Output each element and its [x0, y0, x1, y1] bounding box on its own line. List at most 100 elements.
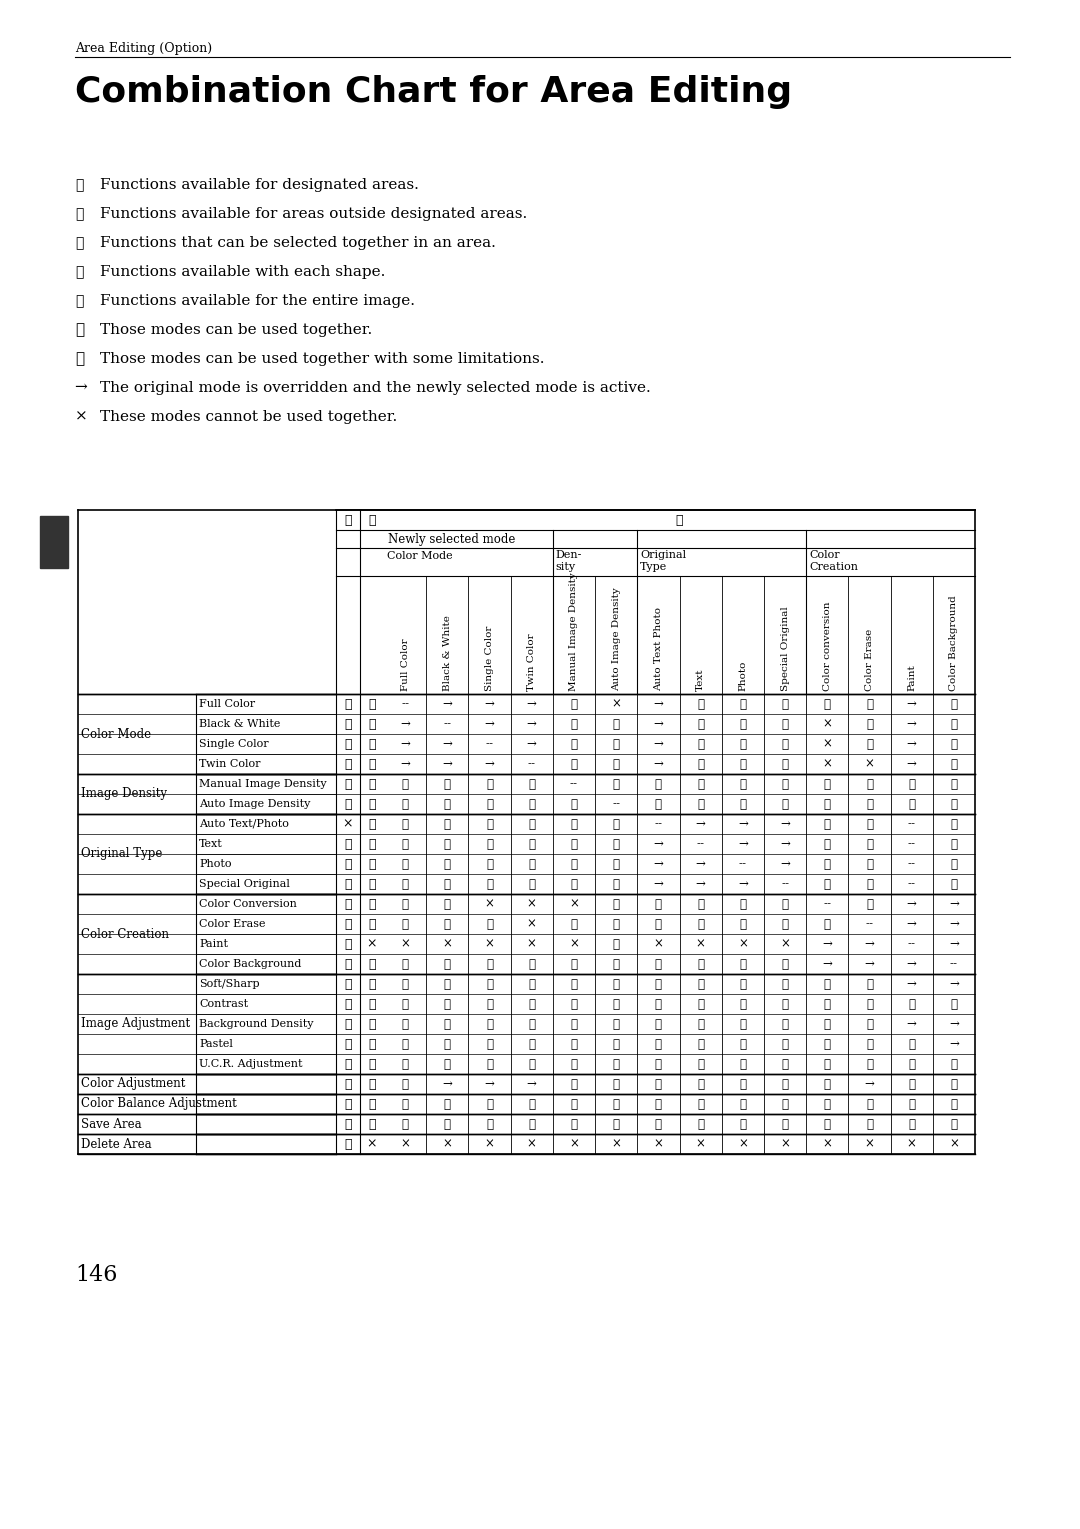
- Text: --: --: [823, 898, 832, 910]
- Text: Auto Text Photo: Auto Text Photo: [653, 607, 663, 691]
- Text: →: →: [485, 717, 495, 731]
- Text: ☆: ☆: [740, 1098, 746, 1110]
- Text: ☆: ☆: [654, 997, 662, 1011]
- Text: ★: ★: [402, 798, 408, 810]
- Text: →: →: [527, 1078, 537, 1090]
- Text: Pastel: Pastel: [199, 1040, 233, 1049]
- Text: Paint: Paint: [907, 664, 916, 691]
- Text: Delete Area: Delete Area: [81, 1138, 151, 1150]
- Text: ☆: ☆: [866, 1017, 873, 1031]
- Text: Text: Text: [199, 839, 222, 849]
- Text: ☆: ☆: [824, 778, 831, 790]
- Text: ★: ★: [345, 838, 352, 850]
- Text: ☆: ☆: [782, 1098, 788, 1110]
- Text: ☆: ☆: [866, 1058, 873, 1070]
- Text: ☆: ☆: [866, 1098, 873, 1110]
- Text: --: --: [907, 858, 916, 870]
- Text: ☆: ☆: [402, 1078, 408, 1090]
- Text: ☆: ☆: [740, 697, 746, 711]
- Text: ☆: ☆: [612, 1038, 620, 1050]
- Text: These modes cannot be used together.: These modes cannot be used together.: [100, 410, 397, 424]
- Text: ☆: ☆: [612, 717, 620, 731]
- Text: Full Color: Full Color: [401, 639, 409, 691]
- Text: ☆: ☆: [782, 977, 788, 991]
- Text: →: →: [527, 697, 537, 711]
- Text: Color Adjustment: Color Adjustment: [81, 1078, 186, 1090]
- Text: Den-: Den-: [556, 550, 582, 560]
- Text: ×: ×: [949, 1138, 959, 1150]
- Text: →: →: [949, 898, 959, 910]
- Text: ☆: ☆: [654, 778, 662, 790]
- Text: --: --: [907, 937, 916, 951]
- Text: Combination Chart for Area Editing: Combination Chart for Area Editing: [75, 75, 792, 109]
- Text: ☆: ☆: [368, 818, 376, 830]
- Text: --: --: [654, 818, 662, 830]
- Text: Text: Text: [697, 668, 705, 691]
- Text: ☆: ☆: [612, 1078, 620, 1090]
- Text: ☆: ☆: [368, 717, 376, 731]
- Text: Those modes can be used together with some limitations.: Those modes can be used together with so…: [100, 352, 544, 365]
- Text: →: →: [653, 858, 663, 870]
- Text: Color Mode: Color Mode: [387, 550, 453, 561]
- Text: ☆: ☆: [402, 818, 408, 830]
- Text: ☆: ☆: [654, 1118, 662, 1130]
- Text: Functions available with each shape.: Functions available with each shape.: [100, 265, 386, 278]
- Text: →: →: [864, 1078, 875, 1090]
- Text: Background Density: Background Density: [199, 1018, 313, 1029]
- Text: ☆: ☆: [444, 1098, 450, 1110]
- Text: ★: ★: [345, 997, 352, 1011]
- Text: ☆: ☆: [368, 1118, 376, 1130]
- Text: ☆: ☆: [824, 977, 831, 991]
- Text: →: →: [907, 898, 917, 910]
- Text: The original mode is overridden and the newly selected mode is active.: The original mode is overridden and the …: [100, 381, 651, 394]
- Text: →: →: [485, 1078, 495, 1090]
- Text: ☆: ☆: [866, 737, 873, 751]
- Text: ☆: ☆: [908, 1118, 915, 1130]
- Text: ☆: ☆: [612, 1118, 620, 1130]
- Text: →: →: [443, 737, 453, 751]
- Text: ☆: ☆: [368, 1098, 376, 1110]
- Text: --: --: [612, 798, 620, 810]
- Text: ×: ×: [569, 898, 579, 910]
- Text: ☆: ☆: [782, 757, 788, 771]
- Text: →: →: [907, 697, 917, 711]
- Text: ☆: ☆: [908, 1058, 915, 1070]
- Text: ☆: ☆: [486, 1058, 494, 1070]
- Text: ☆: ☆: [654, 977, 662, 991]
- Text: Auto Image Density: Auto Image Density: [611, 587, 621, 691]
- Text: ☆: ☆: [402, 977, 408, 991]
- Text: →: →: [443, 757, 453, 771]
- Text: ☆: ☆: [528, 1058, 536, 1070]
- Text: →: →: [653, 878, 663, 890]
- Text: ☆: ☆: [402, 858, 408, 870]
- Text: →: →: [653, 737, 663, 751]
- Text: ×: ×: [822, 757, 833, 771]
- Text: Creation: Creation: [809, 563, 859, 572]
- Text: →: →: [401, 757, 410, 771]
- Text: ×: ×: [611, 697, 621, 711]
- Text: ☆: ☆: [444, 858, 450, 870]
- Text: ★: ★: [345, 1078, 352, 1090]
- Text: ☆: ☆: [528, 818, 536, 830]
- Text: ☆: ☆: [654, 1038, 662, 1050]
- Text: ×: ×: [367, 1138, 377, 1150]
- Text: ☆: ☆: [824, 917, 831, 931]
- Text: Black & White: Black & White: [443, 615, 451, 691]
- Text: →: →: [907, 977, 917, 991]
- Text: ☆: ☆: [528, 957, 536, 971]
- Text: ☆: ☆: [402, 917, 408, 931]
- Text: ×: ×: [401, 937, 410, 951]
- Text: →: →: [864, 937, 875, 951]
- Text: ☆: ☆: [486, 997, 494, 1011]
- Text: ★: ★: [345, 977, 352, 991]
- Text: ☆: ☆: [782, 697, 788, 711]
- Text: ☆: ☆: [866, 898, 873, 910]
- Text: ☆: ☆: [782, 997, 788, 1011]
- Text: ×: ×: [780, 1138, 789, 1150]
- Text: --: --: [570, 778, 578, 790]
- Text: →: →: [864, 957, 875, 971]
- Text: ☆: ☆: [824, 878, 831, 890]
- Text: ☆: ☆: [368, 798, 376, 810]
- Text: ☆: ☆: [612, 757, 620, 771]
- Text: ☆: ☆: [444, 878, 450, 890]
